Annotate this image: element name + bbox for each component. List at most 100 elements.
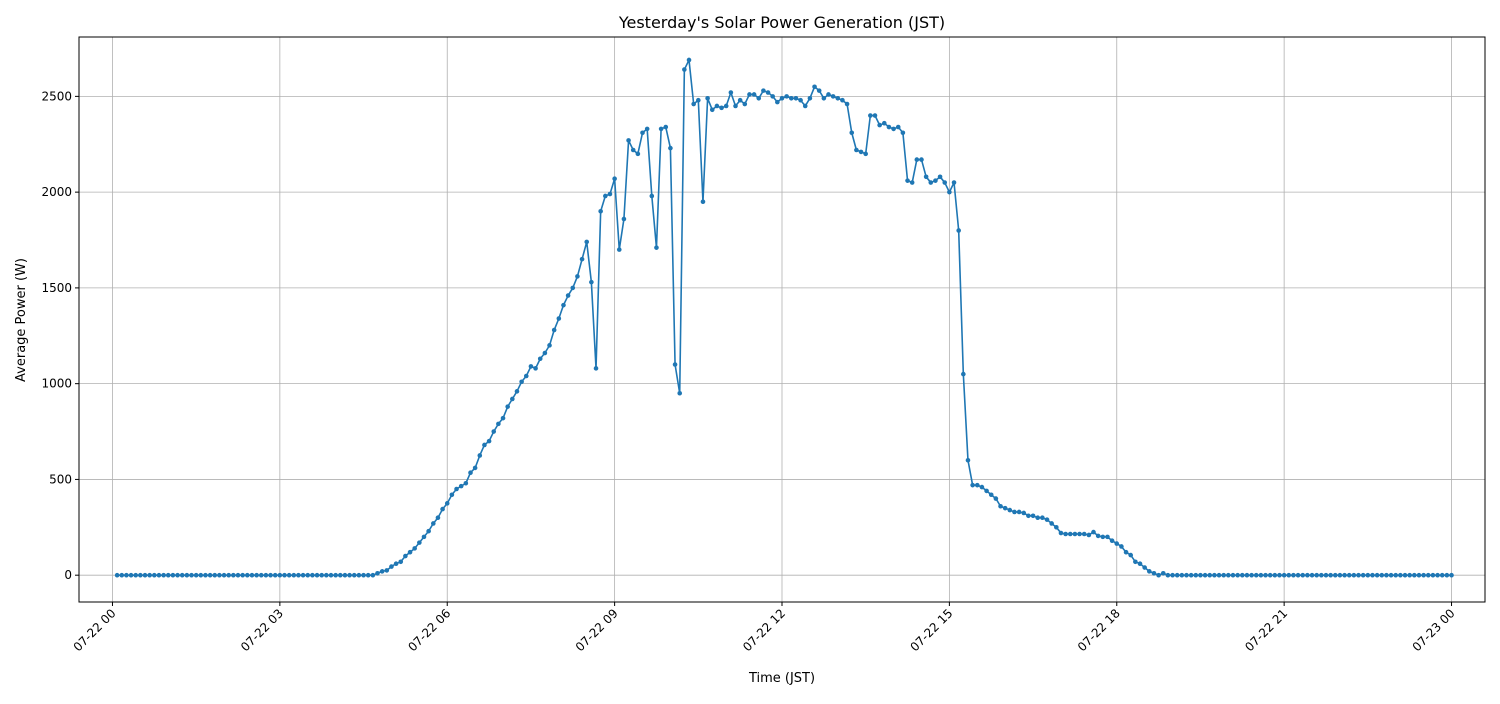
data-point — [1430, 572, 1436, 578]
data-point — [235, 572, 241, 578]
data-point — [1272, 572, 1278, 578]
data-point — [630, 147, 636, 153]
data-point — [1044, 517, 1050, 522]
data-point — [1249, 572, 1254, 578]
data-point — [644, 126, 650, 132]
data-point — [1072, 531, 1078, 537]
data-point — [500, 415, 506, 421]
data-point — [974, 482, 980, 488]
data-point — [1388, 572, 1394, 578]
data-point — [165, 572, 171, 578]
data-point — [338, 572, 343, 578]
data-point — [170, 572, 176, 578]
data-point — [965, 457, 971, 463]
data-point — [463, 480, 469, 486]
data-point — [607, 191, 613, 197]
data-point — [319, 572, 325, 578]
data-point — [1416, 572, 1422, 578]
y-axis-label: Average Power (W) — [14, 258, 29, 382]
data-point — [1063, 531, 1068, 537]
data-point — [1058, 530, 1064, 536]
data-point — [1253, 572, 1259, 578]
data-point — [747, 92, 752, 97]
data-point — [677, 390, 683, 396]
data-point — [245, 572, 250, 578]
data-point — [928, 180, 934, 185]
data-point — [891, 126, 896, 132]
data-point — [668, 145, 673, 151]
data-point — [696, 97, 701, 103]
y-tick-label: 1000 — [41, 377, 72, 391]
data-point — [477, 453, 483, 458]
data-point — [1212, 572, 1217, 578]
data-point — [1398, 572, 1403, 578]
data-point — [1216, 572, 1222, 578]
data-point — [468, 470, 473, 476]
data-point — [1393, 572, 1399, 578]
data-point — [440, 506, 445, 512]
data-point — [1100, 534, 1106, 540]
data-point — [1258, 572, 1264, 578]
data-point — [398, 559, 404, 565]
data-point — [1240, 572, 1245, 578]
data-point — [1360, 572, 1366, 578]
data-point — [598, 208, 603, 214]
data-point — [942, 180, 948, 185]
data-point — [1012, 509, 1017, 515]
data-point — [128, 572, 134, 578]
data-point — [389, 564, 394, 569]
data-point — [626, 138, 631, 143]
data-point — [1081, 531, 1087, 537]
data-point — [328, 572, 334, 578]
data-point — [1332, 572, 1338, 578]
data-point — [1407, 572, 1412, 578]
data-point — [830, 94, 836, 99]
data-point — [156, 572, 162, 578]
data-point — [1035, 515, 1041, 521]
data-point — [640, 130, 645, 136]
data-point — [1133, 559, 1138, 565]
data-point — [872, 113, 878, 118]
data-point — [1137, 561, 1143, 566]
data-point — [179, 572, 185, 578]
data-point — [161, 572, 166, 578]
y-tick-label: 0 — [64, 568, 72, 582]
data-point — [858, 149, 864, 155]
data-point — [765, 90, 771, 95]
data-point — [682, 67, 687, 72]
data-point — [138, 572, 143, 578]
data-point — [1328, 572, 1333, 578]
data-point — [616, 247, 622, 252]
data-point — [812, 84, 817, 90]
data-point — [807, 95, 813, 101]
data-point — [1193, 572, 1199, 578]
data-point — [584, 239, 590, 245]
data-point — [537, 356, 543, 362]
data-point — [1021, 510, 1027, 516]
data-point — [905, 178, 910, 183]
data-point — [826, 92, 831, 97]
y-tick-label: 2000 — [41, 185, 72, 199]
data-point — [956, 228, 961, 233]
data-point — [514, 389, 520, 394]
data-point — [454, 486, 459, 492]
data-point — [877, 122, 882, 128]
data-point — [1105, 534, 1110, 540]
data-point — [821, 95, 827, 101]
data-point — [1026, 513, 1031, 519]
data-point — [249, 572, 255, 578]
data-point — [854, 147, 859, 153]
data-point — [840, 97, 845, 103]
data-point — [798, 97, 803, 103]
data-point — [612, 176, 617, 182]
data-point — [212, 572, 218, 578]
data-point — [1156, 572, 1161, 578]
data-point — [895, 124, 901, 130]
data-point — [863, 151, 868, 157]
data-point — [923, 174, 929, 180]
data-point — [1319, 572, 1324, 578]
data-point — [426, 528, 431, 534]
data-point — [961, 371, 966, 377]
data-point — [1277, 572, 1282, 578]
